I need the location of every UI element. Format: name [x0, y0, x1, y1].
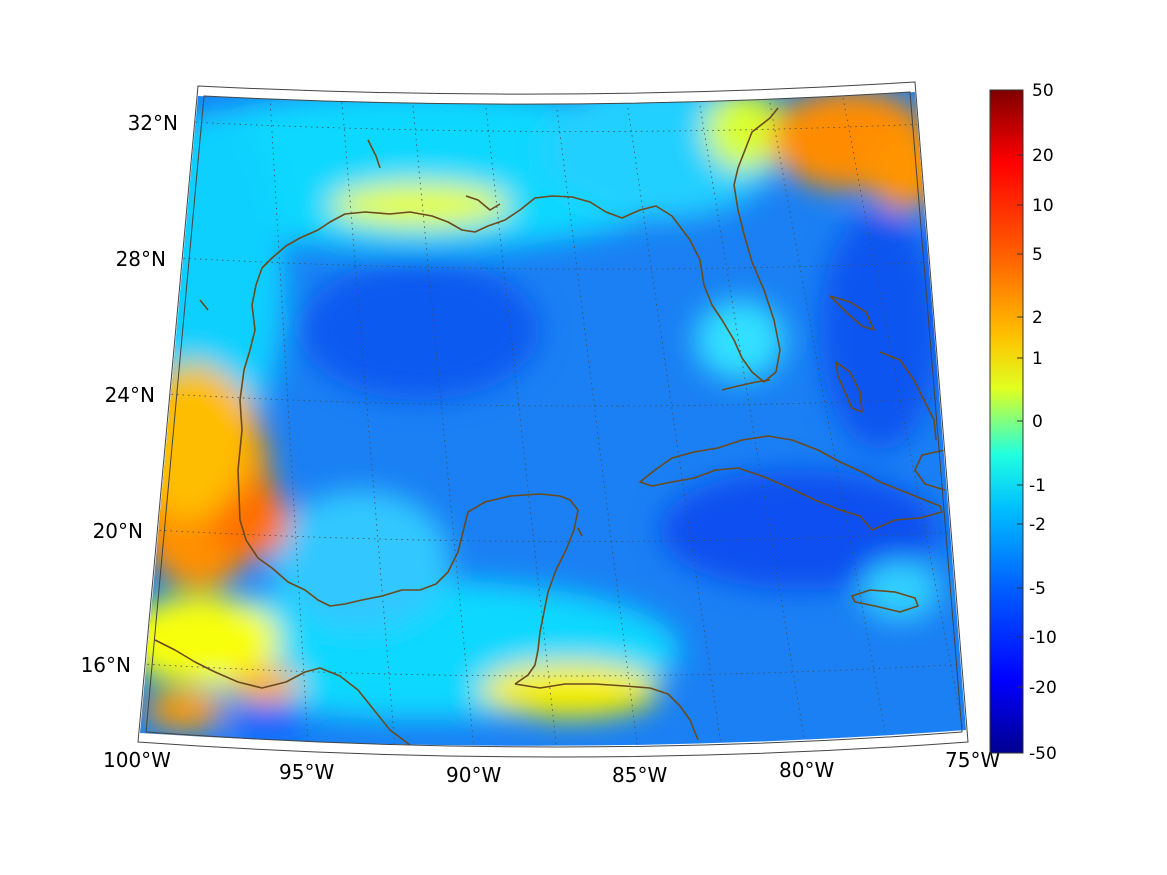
coast-pacific — [154, 639, 411, 746]
latitude-labels: 32°N 28°N 24°N 20°N 16°N — [81, 111, 178, 677]
coast-hispaniola — [914, 449, 946, 491]
meridian-80w — [485, 107, 558, 746]
coast-florida-keys — [721, 379, 771, 391]
meridian-85w — [412, 105, 475, 746]
coast-islet-3 — [199, 299, 209, 311]
field-deep-sw — [230, 702, 310, 738]
field-deep-caribbean — [660, 470, 940, 590]
coast-cozumel — [577, 527, 583, 537]
meridian-75w — [556, 109, 639, 746]
parallel-20n — [153, 529, 956, 542]
parallel-24n — [165, 393, 946, 407]
lat-label-24n: 24°N — [105, 383, 155, 407]
colorbar-label-7: -1 — [1029, 476, 1046, 496]
lon-label-95w: 95°W — [279, 760, 334, 784]
field-cyan-bahamas — [860, 560, 940, 620]
field-yellow-louisiana — [330, 183, 510, 227]
field-deep-gulf — [300, 260, 540, 400]
coast-bahamas-eleuthera — [879, 351, 937, 441]
colorbar-ticks — [1017, 89, 1023, 754]
coast-bahamas-abaco — [829, 295, 875, 331]
colorbar-label-9: -5 — [1029, 579, 1046, 599]
field-warm-mexico2 — [210, 480, 290, 560]
colorbar-label-3: 5 — [1032, 245, 1043, 265]
lat-label-28n: 28°N — [116, 247, 166, 271]
coast-islet-1 — [367, 139, 381, 169]
meridian-70w — [627, 107, 723, 746]
lat-label-20n: 20°N — [93, 519, 143, 543]
coastlines — [154, 107, 946, 746]
coast-cuba — [639, 435, 943, 531]
colorbar-label-2: 10 — [1032, 196, 1054, 216]
colorbar-label-10: -10 — [1029, 628, 1057, 648]
colorbar-label-12: -50 — [1029, 744, 1057, 764]
colorbar-label-1: 20 — [1032, 146, 1054, 166]
coast-bahamas-andros — [835, 361, 863, 413]
lon-label-90w: 90°W — [446, 763, 501, 787]
parallel-28n — [177, 257, 936, 270]
coast-mexico-gulf — [239, 493, 579, 685]
colorbar-label-4: 2 — [1032, 308, 1043, 328]
colorbar-label-8: -2 — [1029, 515, 1046, 535]
graticule — [141, 97, 966, 746]
lat-label-32n: 32°N — [128, 111, 178, 135]
field-cyan-mid — [270, 490, 450, 630]
lat-label-16n: 16°N — [81, 653, 131, 677]
map-frame — [137, 81, 969, 758]
coast-honduras — [514, 683, 699, 741]
field-yellow-ne — [705, 92, 785, 170]
field-warm-sw2 — [230, 667, 300, 703]
colorbar-label-11: -20 — [1029, 678, 1057, 698]
sea-level-field — [140, 92, 966, 746]
field-deep-atlantic — [820, 210, 940, 450]
field-warm-atlantic2 — [865, 130, 945, 210]
lon-label-80w: 80°W — [779, 758, 834, 782]
map-frame-inner — [145, 91, 963, 748]
field-yellow-southwest — [140, 595, 280, 685]
coast-jamaica — [851, 589, 919, 613]
meridian-95w — [269, 97, 309, 746]
field-cyan-florida — [695, 300, 785, 380]
longitude-labels: 100°W 95°W 90°W 85°W 80°W 75°W — [103, 748, 1000, 787]
field-warm-sw1 — [145, 690, 225, 730]
meridian-90w — [341, 101, 396, 746]
lon-label-100w: 100°W — [103, 748, 171, 772]
coast-gulf-north — [237, 107, 781, 521]
lon-label-85w: 85°W — [612, 763, 667, 787]
colorbar-label-0: 50 — [1032, 81, 1054, 101]
colorbar-label-6: 0 — [1032, 412, 1043, 432]
colorbar-label-5: 1 — [1032, 349, 1043, 369]
field-yellow-honduras — [480, 662, 660, 718]
parallel-32n — [189, 121, 926, 132]
coast-islet-2 — [465, 195, 501, 211]
